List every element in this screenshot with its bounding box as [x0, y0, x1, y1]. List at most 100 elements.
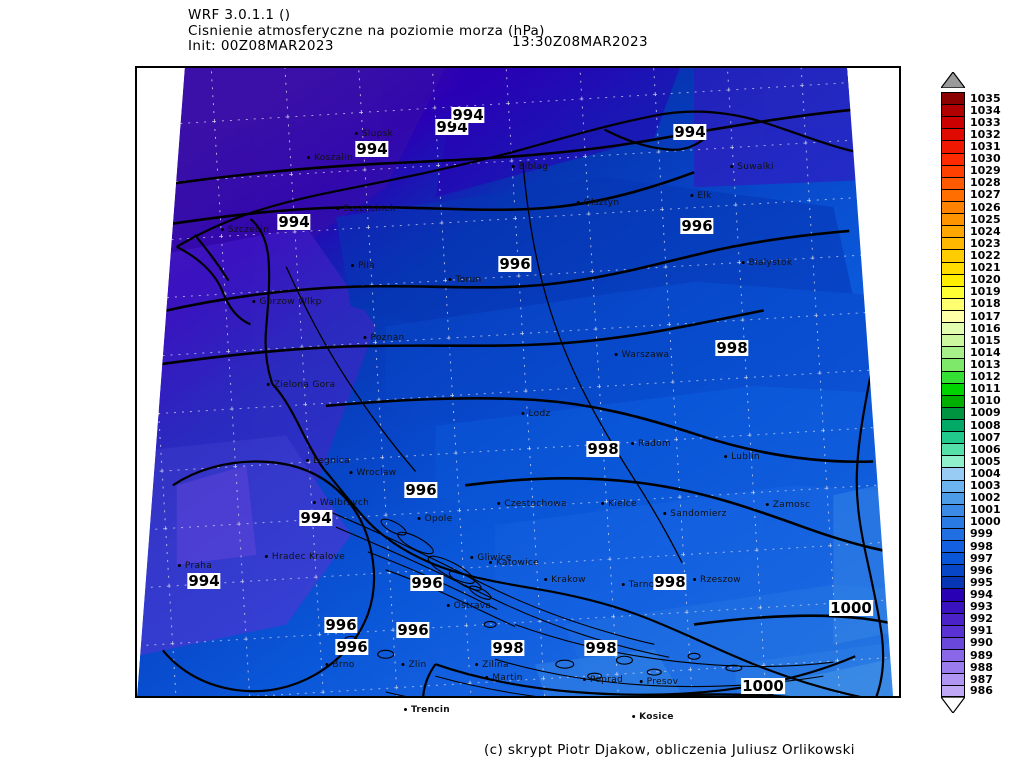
colorbar-cell[interactable]: 1035 — [941, 92, 1001, 105]
colorbar-cell[interactable]: 992 — [941, 612, 993, 625]
colorbar-cell[interactable]: 998 — [941, 540, 993, 553]
colorbar-cell[interactable]: 1006 — [941, 443, 1001, 456]
colorbar-cell[interactable]: 991 — [941, 625, 993, 638]
colorbar-cell[interactable]: 1022 — [941, 249, 1001, 262]
colorbar-cell[interactable]: 1011 — [941, 382, 1001, 395]
colorbar-tick-label: 998 — [970, 539, 993, 553]
colorbar-cell[interactable]: 989 — [941, 649, 993, 662]
colorbar-tick-label: 993 — [970, 600, 993, 614]
colorbar-tick-label: 1031 — [970, 140, 1001, 154]
colorbar-cell[interactable]: 995 — [941, 576, 993, 589]
colorbar-cell[interactable]: 1004 — [941, 467, 1001, 480]
init-time: Init: 00Z08MAR2023 — [188, 38, 334, 54]
map-frame: Slupsk Koszalin Elblag Suwalki Szczecin Szcze… — [135, 66, 901, 698]
colorbar-cell[interactable]: 1009 — [941, 407, 1001, 420]
colorbar-cell[interactable]: 1015 — [941, 334, 1001, 347]
colorbar[interactable]: 1035 1034 1033 1032 1031 1030 1029 1028 1027 1026… — [939, 71, 1024, 715]
colorbar-tick-label: 1009 — [970, 406, 1001, 420]
city-label-outside: Trencin — [403, 705, 451, 715]
valid-time: 13:30Z08MAR2023 — [512, 34, 648, 50]
colorbar-cell[interactable]: 1002 — [941, 491, 1001, 504]
colorbar-tick-label: 999 — [970, 527, 993, 541]
colorbar-cell[interactable]: 1018 — [941, 298, 1001, 311]
contour-label: 998 — [491, 639, 525, 657]
contour-label: 996 — [396, 621, 430, 639]
colorbar-tick-label: 1008 — [970, 418, 1001, 432]
colorbar-tick-label: 1011 — [970, 382, 1001, 396]
colorbar-tick-label: 1016 — [970, 321, 1001, 335]
colorbar-tick-label: 1024 — [970, 224, 1001, 238]
colorbar-cell[interactable]: 1016 — [941, 322, 1001, 335]
colorbar-cell[interactable]: 1029 — [941, 164, 1001, 177]
colorbar-cell[interactable]: 1008 — [941, 419, 1001, 432]
colorbar-cell[interactable]: 997 — [941, 552, 993, 565]
fine-contours — [325, 509, 834, 696]
colorbar-cell[interactable]: 1033 — [941, 116, 1001, 129]
colorbar-cell[interactable]: 988 — [941, 661, 993, 674]
pressure-field — [137, 68, 899, 696]
contour-label: 996 — [680, 217, 714, 235]
colorbar-cell[interactable]: 1024 — [941, 225, 1001, 238]
colorbar-tick-label: 1022 — [970, 249, 1001, 263]
colorbar-cell[interactable]: 1010 — [941, 395, 1001, 408]
colorbar-cell[interactable]: 999 — [941, 528, 993, 541]
contour-label: 996 — [410, 574, 444, 592]
colorbar-tick-label: 1026 — [970, 200, 1001, 214]
field-title: Cisnienie atmosferyczne na poziomie morz… — [188, 22, 545, 39]
colorbar-cell[interactable]: 1001 — [941, 504, 1001, 517]
colorbar-cell[interactable]: 990 — [941, 637, 993, 650]
colorbar-cell[interactable]: 1025 — [941, 213, 1001, 226]
colorbar-tick-label: 986 — [970, 684, 993, 698]
colorbar-cell[interactable]: 1003 — [941, 479, 1001, 492]
credit-footer: (c) skrypt Piotr Djakow, obliczenia Juli… — [484, 742, 855, 758]
colorbar-cell[interactable]: 1027 — [941, 189, 1001, 202]
colorbar-tick-label: 1006 — [970, 442, 1001, 456]
colorbar-cell[interactable]: 996 — [941, 564, 993, 577]
colorbar-cell[interactable]: 1012 — [941, 370, 1001, 383]
colorbar-tick-label: 996 — [970, 564, 993, 578]
colorbar-cell[interactable]: 1000 — [941, 516, 1001, 529]
contour-label: 996 — [335, 638, 369, 656]
model-title: WRF 3.0.1.1 () — [188, 7, 291, 23]
colorbar-tick-label: 1025 — [970, 212, 1001, 226]
contour-label: 994 — [355, 140, 389, 158]
colorbar-tick-label: 1032 — [970, 128, 1001, 142]
contour-label: 994 — [277, 213, 311, 231]
colorbar-tick-label: 990 — [970, 636, 993, 650]
colorbar-cell[interactable]: 994 — [941, 588, 993, 601]
colorbar-cell[interactable]: 1020 — [941, 273, 1001, 286]
colorbar-cell[interactable]: 1026 — [941, 201, 1001, 214]
colorbar-tick-label: 1001 — [970, 503, 1001, 517]
colorbar-tick-label: 1028 — [970, 176, 1001, 190]
colorbar-over-arrow — [939, 71, 967, 89]
colorbar-tick-label: 1000 — [970, 515, 1001, 529]
colorbar-cell[interactable]: 1007 — [941, 431, 1001, 444]
city-dot-icon — [403, 707, 407, 711]
colorbar-tick-label: 1010 — [970, 394, 1001, 408]
contour-label: 996 — [498, 255, 532, 273]
colorbar-cell[interactable]: 1030 — [941, 152, 1001, 165]
colorbar-tick-label: 991 — [970, 624, 993, 638]
colorbar-cell[interactable]: 1034 — [941, 104, 1001, 117]
colorbar-cell[interactable]: 1005 — [941, 455, 1001, 468]
colorbar-strip[interactable]: 1035 1034 1033 1032 1031 1030 1029 1028 1027 1026… — [941, 92, 1001, 698]
colorbar-tick-label: 1034 — [970, 103, 1001, 117]
colorbar-cell[interactable]: 1017 — [941, 310, 1001, 323]
colorbar-cell[interactable]: 1032 — [941, 128, 1001, 141]
city-name: Kosice — [639, 712, 674, 722]
colorbar-cell[interactable]: 1021 — [941, 261, 1001, 274]
colorbar-tick-label: 1027 — [970, 188, 1001, 202]
colorbar-cell[interactable]: 1019 — [941, 286, 1001, 299]
colorbar-cell[interactable]: 986 — [941, 685, 993, 698]
colorbar-cell[interactable]: 1023 — [941, 237, 1001, 250]
colorbar-cell[interactable]: 1014 — [941, 346, 1001, 359]
colorbar-tick-label: 1033 — [970, 116, 1001, 130]
city-name: Trencin — [410, 705, 451, 715]
colorbar-cell[interactable]: 1013 — [941, 358, 1001, 371]
colorbar-tick-label: 1023 — [970, 237, 1001, 251]
colorbar-cell[interactable]: 993 — [941, 600, 993, 613]
colorbar-cell[interactable]: 1028 — [941, 177, 1001, 190]
colorbar-cell[interactable]: 987 — [941, 673, 993, 686]
colorbar-cell[interactable]: 1031 — [941, 140, 1001, 153]
contour-label: 998 — [584, 639, 618, 657]
